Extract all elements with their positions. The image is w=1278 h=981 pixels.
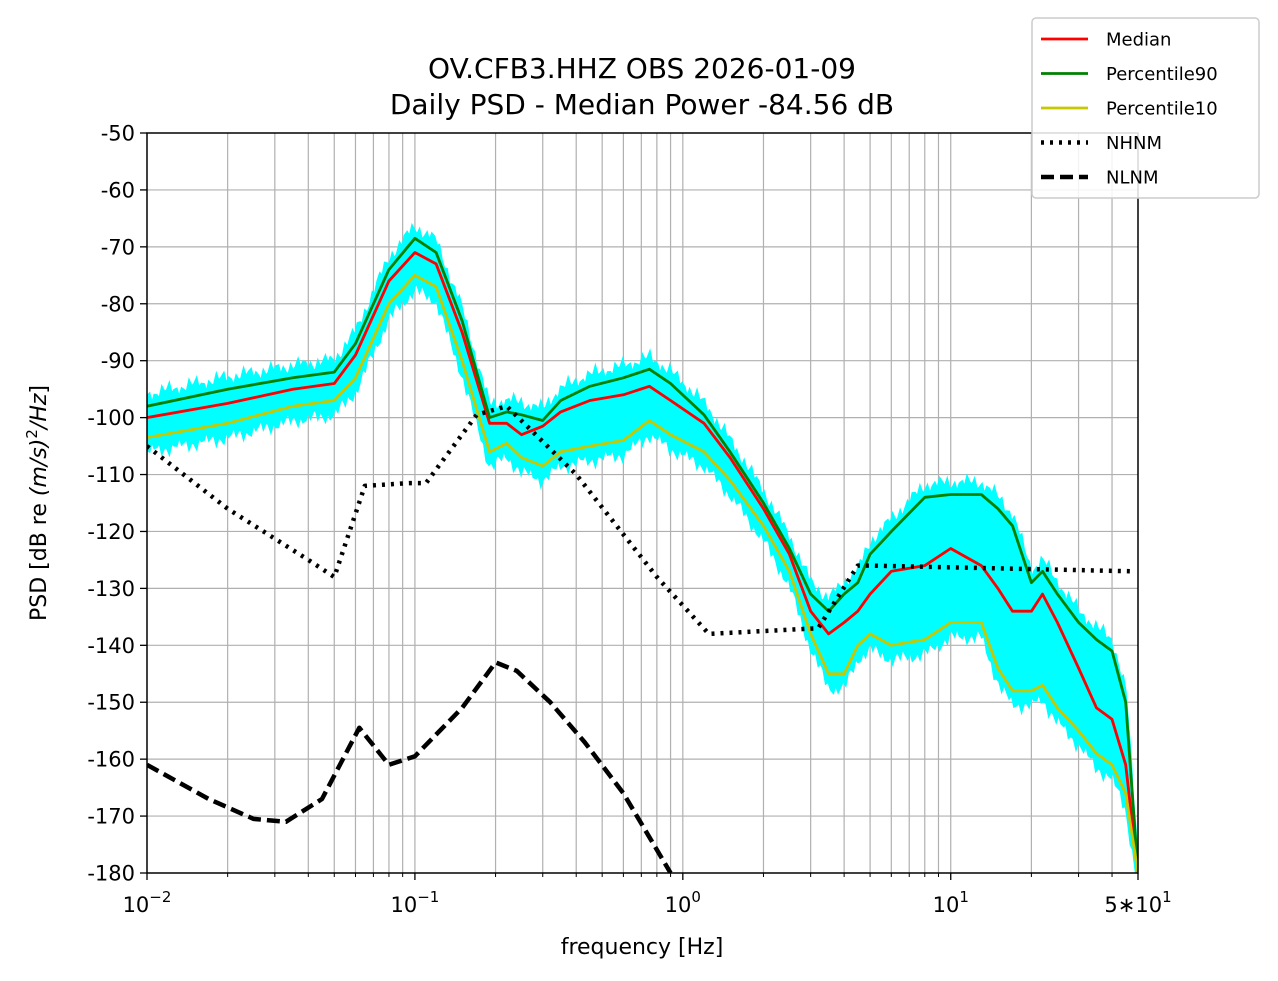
y-label-part-5: ]: [27, 385, 52, 394]
y-tick-label: -140: [87, 634, 135, 658]
series-layer: [147, 236, 1138, 873]
y-tick-label: -50: [101, 122, 135, 146]
chart-subtitle: Daily PSD - Median Power -84.56 dB: [390, 88, 894, 121]
legend-label-percentile90: Percentile90: [1106, 64, 1218, 85]
y-tick-label: -130: [87, 577, 135, 601]
series-nlnm-line: [147, 660, 673, 873]
legend-label-median: Median: [1106, 30, 1171, 51]
y-tick-label: -150: [87, 691, 135, 715]
chart-title: OV.CFB3.HHZ OBS 2026-01-09: [428, 52, 856, 85]
plot-frame: [146, 132, 1139, 874]
y-tick-label: -120: [87, 520, 135, 544]
y-tick-label: -80: [101, 292, 135, 316]
y-axis-label: PSD [dB re (m/s)2/Hz]: [23, 385, 52, 621]
series-percentile90-line: [147, 236, 1138, 873]
hourly-band-area: [147, 222, 1138, 873]
x-axis-label: frequency [Hz]: [561, 935, 724, 960]
hourly-psd-band: [147, 222, 1138, 873]
x-tick-label: 10−1: [390, 888, 439, 917]
y-tick-label: -90: [101, 349, 135, 373]
series-nhnm-line: [147, 403, 1134, 637]
y-tick-label: -180: [87, 862, 135, 886]
y-tick-label: -170: [87, 805, 135, 829]
y-tick-label: -110: [87, 463, 135, 487]
y-label-part-4: /Hz: [27, 393, 52, 431]
y-tick-label: -70: [101, 235, 135, 259]
series-median-line: [147, 251, 1138, 873]
x-tick-label: 10−2: [123, 888, 172, 917]
series-percentile10-line: [147, 273, 1138, 873]
legend-label-nhnm: NHNM: [1106, 133, 1162, 154]
y-label-part-1: PSD [dB re: [27, 496, 52, 621]
y-label-part-3: 2: [23, 429, 41, 439]
tick-layer: -50 -60 -70 -80 -90 -100 -110 -120 -130 -140 -150 -…: [87, 122, 1171, 918]
y-label-part-2: (m/s): [27, 439, 52, 496]
legend-label-nlnm: NLNM: [1106, 168, 1159, 189]
legend-frame: [1031, 17, 1260, 199]
legend-label-percentile10: Percentile10: [1106, 99, 1218, 120]
x-tick-label: 100: [665, 888, 701, 917]
legend: Median Percentile90 Percentile10 NHNM NLNM: [1031, 17, 1260, 199]
x-tick-label: 101: [933, 888, 969, 917]
y-tick-label: -60: [101, 178, 135, 202]
y-tick-label: -100: [87, 406, 135, 430]
x-tick-label: 5∗101: [1104, 888, 1171, 917]
y-tick-label: -160: [87, 748, 135, 772]
